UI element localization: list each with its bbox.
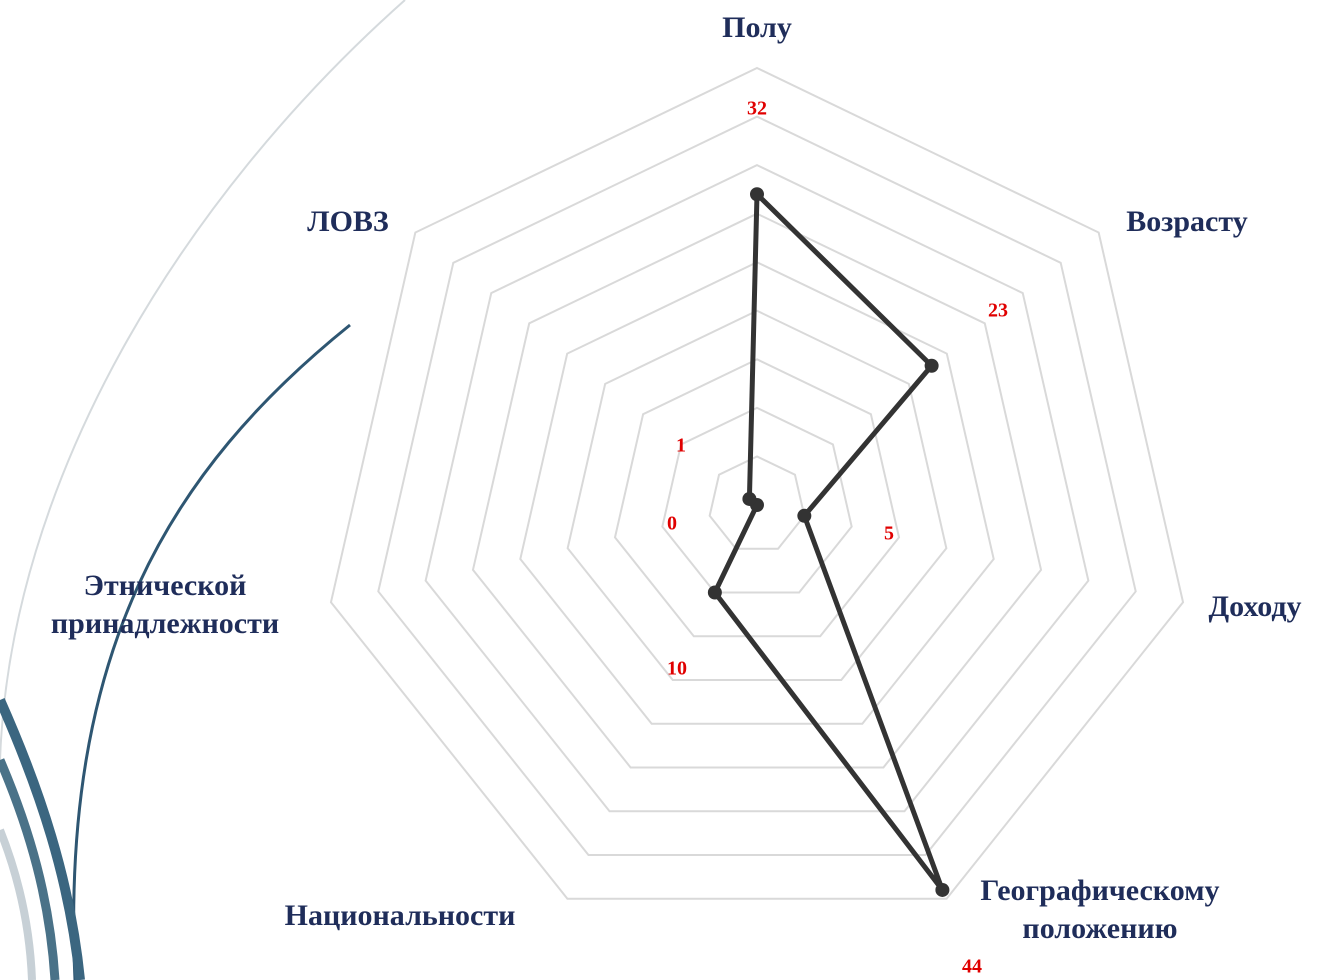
value-label: 10 [667,658,687,680]
category-label: Доходу [1208,590,1302,623]
grid-ring [377,115,1137,856]
category-label: ЛОВЗ [307,205,389,238]
value-label: 44 [962,956,982,978]
grid-ring [519,261,995,725]
grid-ring [613,358,901,638]
category-label: Географическому положению [980,874,1220,945]
data-point [924,358,939,373]
grid-ring [708,455,806,550]
category-label: Национальности [284,899,516,932]
grid-ring [566,309,948,681]
value-label: 32 [747,98,767,120]
value-label: 1 [676,435,686,457]
category-label: Полу [722,11,792,44]
grid-ring [329,66,1185,900]
data-point [742,491,757,506]
series-line [712,191,945,893]
grid-ring [661,406,853,594]
data-point [750,187,764,202]
grid-ring [424,164,1090,813]
value-label: 0 [667,513,677,535]
category-label: Возрасту [1126,205,1248,238]
data-point [797,508,812,523]
data-point [935,882,950,897]
category-label: Этнической принадлежности [50,569,280,640]
decoration [0,0,406,980]
value-label: 5 [884,523,894,545]
grid-ring [471,212,1043,769]
value-label: 23 [988,300,1008,322]
data-point [707,585,722,600]
